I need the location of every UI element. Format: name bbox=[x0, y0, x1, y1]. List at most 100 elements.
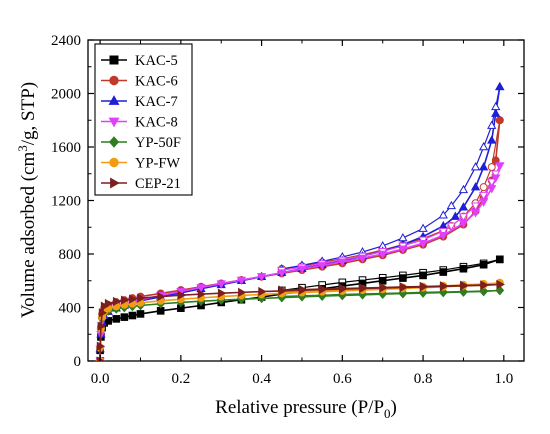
adsorption-point bbox=[419, 271, 427, 280]
adsorption-point bbox=[399, 282, 408, 293]
x-tick-label: 0.0 bbox=[91, 371, 110, 387]
adsorption-point bbox=[100, 301, 110, 311]
adsorption-point bbox=[359, 283, 368, 294]
legend-item: KAC-6 bbox=[101, 74, 178, 90]
adsorption-point bbox=[399, 274, 407, 282]
adsorption-point bbox=[459, 264, 468, 273]
legend-marker bbox=[108, 117, 120, 128]
legend-marker bbox=[108, 95, 120, 105]
adsorption-point bbox=[419, 282, 429, 292]
x-tick-label: 0.2 bbox=[171, 371, 190, 387]
legend-marker bbox=[109, 157, 119, 168]
adsorption-point bbox=[217, 288, 227, 298]
adsorption-point bbox=[137, 293, 146, 303]
adsorption-point bbox=[256, 273, 267, 282]
y-tick-label: 800 bbox=[59, 247, 82, 263]
adsorption-point bbox=[459, 287, 468, 297]
legend-marker bbox=[109, 55, 119, 65]
adsorption-point bbox=[112, 296, 122, 307]
adsorption-point bbox=[128, 311, 137, 320]
desorption-point bbox=[446, 222, 456, 231]
desorption-point bbox=[446, 200, 456, 210]
adsorption-point bbox=[318, 284, 328, 295]
desorption-point bbox=[479, 183, 488, 192]
adsorption-point bbox=[378, 276, 387, 285]
adsorption-point bbox=[478, 198, 489, 207]
desorption-point bbox=[470, 162, 481, 171]
adsorption-point bbox=[495, 116, 504, 125]
legend-label: YP-FW bbox=[135, 156, 180, 172]
desorption-point bbox=[487, 163, 496, 172]
legend-item: YP-50F bbox=[101, 135, 181, 151]
x-tick-label: 0.8 bbox=[414, 371, 433, 387]
desorption-point bbox=[487, 178, 497, 187]
desorption-point bbox=[418, 223, 428, 232]
series-CEP-21 bbox=[96, 279, 505, 361]
adsorption-point bbox=[97, 321, 106, 331]
desorption-line bbox=[281, 165, 501, 271]
desorption-point bbox=[458, 213, 469, 222]
legend-item: YP-FW bbox=[101, 156, 180, 172]
y-axis-title: Volume adsorbed (cm3/g, STP) bbox=[15, 82, 39, 318]
legend-item: KAC-5 bbox=[101, 53, 178, 69]
y-tick-label: 0 bbox=[74, 354, 82, 370]
x-tick-label: 0.4 bbox=[252, 371, 271, 387]
adsorption-point bbox=[458, 202, 469, 211]
series-layer bbox=[95, 81, 505, 361]
adsorption-point bbox=[298, 285, 307, 295]
adsorption-point bbox=[418, 239, 428, 249]
adsorption-point bbox=[379, 283, 388, 293]
adsorption-point bbox=[216, 280, 226, 289]
adsorption-point bbox=[96, 341, 106, 351]
adsorption-point bbox=[487, 185, 497, 194]
adsorption-point bbox=[236, 276, 247, 286]
adsorption-point bbox=[496, 279, 505, 290]
adsorption-point bbox=[121, 295, 130, 305]
legend-item: KAC-8 bbox=[101, 115, 178, 131]
adsorption-point bbox=[157, 291, 166, 302]
adsorption-point bbox=[196, 284, 206, 293]
x-axis-title: Relative pressure (P/P0) bbox=[215, 397, 397, 421]
desorption-point bbox=[470, 202, 481, 211]
adsorption-point bbox=[438, 231, 448, 241]
axis-ticks bbox=[88, 39, 524, 362]
adsorption-point bbox=[98, 308, 108, 318]
adsorption-point bbox=[491, 174, 501, 183]
legend-label: KAC-7 bbox=[135, 94, 178, 110]
adsorption-point bbox=[478, 162, 489, 171]
legend-marker bbox=[109, 75, 119, 86]
desorption-point bbox=[458, 184, 469, 194]
adsorption-point bbox=[339, 284, 348, 294]
adsorption-point bbox=[460, 281, 469, 291]
adsorption-point bbox=[438, 287, 448, 298]
y-tick-label: 1200 bbox=[51, 194, 81, 210]
desorption-point bbox=[487, 120, 497, 129]
legend-marker bbox=[110, 177, 120, 189]
legend-label: KAC-5 bbox=[135, 53, 178, 69]
adsorption-point bbox=[480, 280, 489, 290]
desorption-point bbox=[478, 142, 489, 151]
desorption-point bbox=[438, 227, 448, 237]
adsorption-point bbox=[317, 262, 327, 271]
adsorption-point bbox=[238, 287, 247, 298]
adsorption-point bbox=[491, 108, 501, 117]
adsorption-point bbox=[439, 268, 448, 276]
y-tick-label: 1600 bbox=[51, 140, 81, 156]
y-tick-label: 2000 bbox=[51, 87, 81, 103]
legend: KAC-5 KAC-6 KAC-7 KAC-8 YP-50F YP-FW CEP-21 bbox=[94, 43, 193, 196]
adsorption-point bbox=[277, 269, 287, 278]
plot-area bbox=[87, 39, 525, 362]
adsorption-point bbox=[439, 281, 449, 292]
adsorption-point bbox=[495, 162, 505, 171]
adsorption-point bbox=[104, 298, 114, 309]
legend-label: KAC-8 bbox=[135, 115, 178, 131]
adsorption-point bbox=[470, 209, 481, 218]
adsorption-point bbox=[450, 211, 461, 220]
adsorption-point bbox=[177, 290, 186, 300]
desorption-point bbox=[438, 210, 448, 219]
adsorption-point bbox=[487, 135, 497, 144]
desorption-line bbox=[281, 120, 501, 270]
x-tick-label: 0.6 bbox=[333, 371, 352, 387]
desorption-line bbox=[281, 86, 501, 270]
adsorption-point bbox=[357, 254, 368, 263]
